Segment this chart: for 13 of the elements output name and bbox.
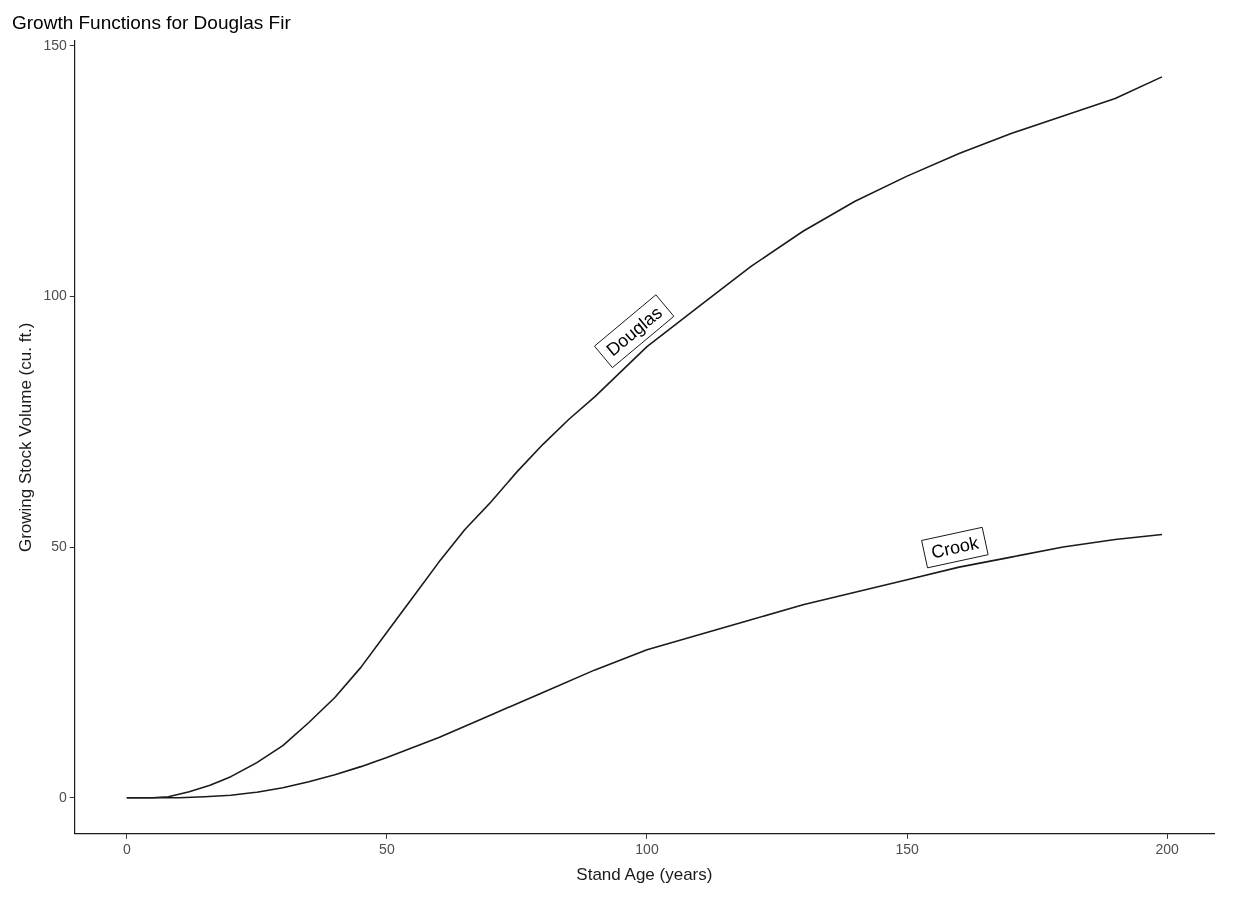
x-tick-label: 200 [1155, 841, 1180, 858]
x-tick-label: 150 [895, 841, 919, 858]
y-tick-label: 50 [51, 537, 67, 554]
x-axis-title: Stand Age (years) [576, 865, 713, 885]
text: Crook [929, 532, 982, 563]
x-tick-label: 50 [379, 841, 395, 858]
y-tick-label: 150 [43, 36, 67, 53]
x-tick-label: 100 [635, 841, 659, 858]
y-axis-title: Growing Stock Volume (cu. ft.) [15, 322, 35, 553]
y-tick-label: 100 [43, 287, 67, 304]
y-tick-label: 0 [58, 788, 67, 805]
x-tick-label: 0 [122, 841, 131, 858]
chart-title: Growth Functions for Douglas Fir [12, 11, 292, 33]
